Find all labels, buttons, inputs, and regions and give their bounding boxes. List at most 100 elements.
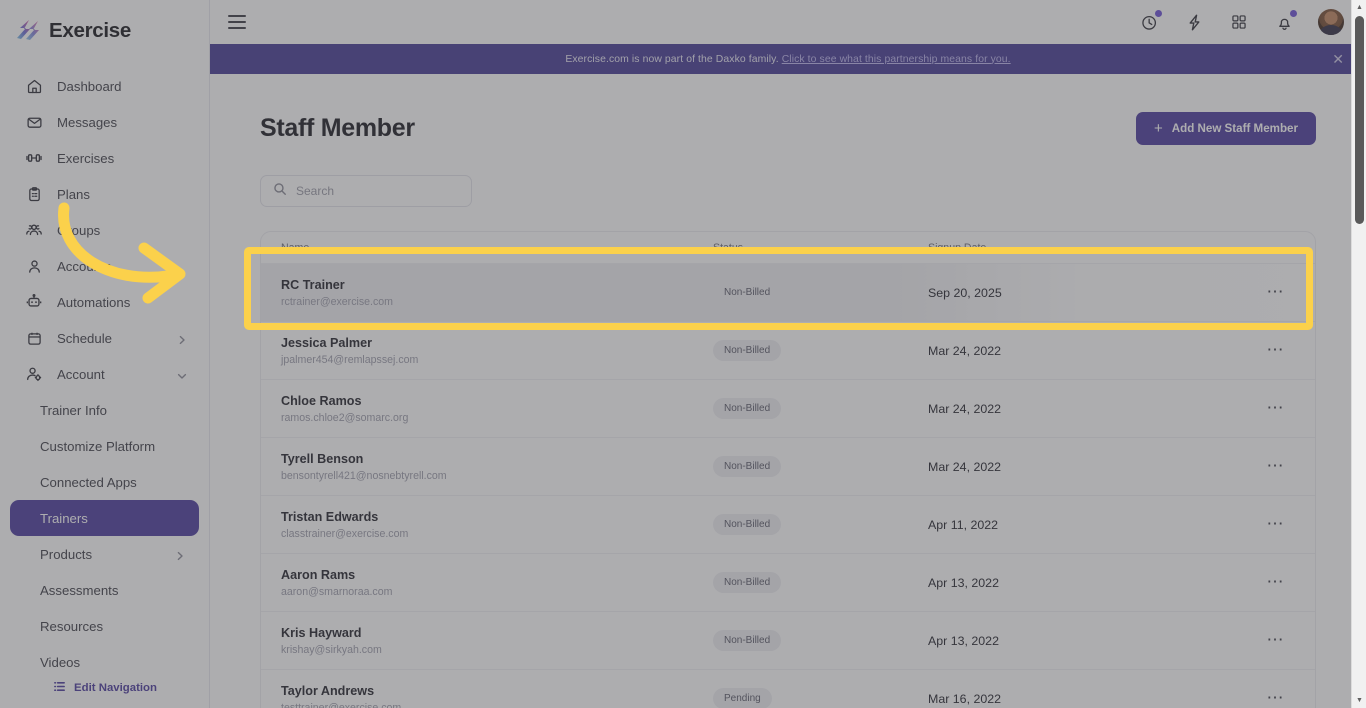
hamburger-menu-icon[interactable] (228, 15, 246, 29)
banner-text: Exercise.com is now part of the Daxko fa… (565, 54, 1010, 65)
sidebar-item-groups[interactable]: Groups (10, 212, 199, 248)
sidebar-subitem-label: Customize Platform (40, 438, 156, 454)
sidebar-subitem-trainers[interactable]: Trainers (10, 500, 199, 536)
clock-history-icon[interactable] (1138, 10, 1162, 33)
plus-icon: + (1153, 120, 1163, 137)
ellipsis-icon[interactable]: ⋯ (1266, 456, 1285, 475)
staff-name: Tristan Edwards (281, 509, 379, 524)
search-input[interactable] (296, 184, 459, 198)
ellipsis-icon[interactable]: ⋯ (1266, 688, 1285, 707)
search-icon (273, 182, 287, 201)
staff-name: Kris Hayward (281, 625, 362, 640)
sidebar-subitem-products[interactable]: Products (10, 536, 199, 572)
staff-email: krishay@sirkyah.com (281, 643, 382, 656)
sidebar-subitem-label: Connected Apps (40, 474, 137, 490)
sidebar-item-schedule[interactable]: Schedule (10, 320, 199, 356)
add-new-staff-member-button[interactable]: + Add New Staff Member (1135, 112, 1316, 145)
table-row[interactable]: Aaron Rams aaron@smarnoraa.com Non-Bille… (261, 554, 1315, 612)
staff-email: classtrainer@exercise.com (281, 527, 409, 540)
column-header-name: Name (281, 241, 310, 254)
sidebar-item-label: Automations (57, 294, 131, 310)
table-row[interactable]: Tyrell Benson bensontyrell421@nosnebtyre… (261, 438, 1315, 496)
staff-name: Tyrell Benson (281, 451, 364, 466)
calendar-icon (24, 328, 44, 348)
status-badge: Non-Billed (713, 514, 782, 535)
top-bar (210, 0, 1366, 44)
sidebar-item-messages[interactable]: Messages (10, 104, 199, 140)
edit-navigation-label: Edit Navigation (74, 682, 157, 694)
status-badge: Non-Billed (713, 630, 782, 651)
sidebar-subitem-trainer-info[interactable]: Trainer Info (10, 392, 199, 428)
vertical-scrollbar[interactable]: ▲ ▼ (1351, 0, 1366, 708)
sidebar-item-label: Accounts (57, 258, 112, 274)
signup-date: Apr 11, 2022 (928, 517, 999, 532)
brand[interactable]: Exercise (0, 0, 209, 62)
staff-table: Name Status Signup Date RC Trainer rctra… (260, 231, 1316, 708)
signup-date: Apr 13, 2022 (928, 633, 999, 648)
sidebar-subitem-videos[interactable]: Videos (10, 644, 199, 680)
table-row[interactable]: Taylor Andrews testtrainer@exercise.com … (261, 670, 1315, 708)
sidebar-item-exercises[interactable]: Exercises (10, 140, 199, 176)
sidebar-item-account[interactable]: Account (10, 356, 199, 392)
people-group-icon (24, 220, 44, 240)
sidebar-subitem-connected-apps[interactable]: Connected Apps (10, 464, 199, 500)
table-row[interactable]: Kris Hayward krishay@sirkyah.com Non-Bil… (261, 612, 1315, 670)
caret-down-icon[interactable]: ▼ (1356, 697, 1363, 704)
staff-name: Chloe Ramos (281, 393, 362, 408)
chevron-down-icon (177, 369, 187, 379)
status-badge: Non-Billed (713, 340, 782, 361)
sidebar-subitem-customize-platform[interactable]: Customize Platform (10, 428, 199, 464)
status-badge: Non-Billed (713, 572, 782, 593)
dumbbell-icon (24, 148, 44, 168)
staff-name: Taylor Andrews (281, 683, 375, 698)
sidebar-subitem-resources[interactable]: Resources (10, 608, 199, 644)
edit-navigation-button[interactable]: Edit Navigation (0, 668, 209, 708)
home-icon (24, 76, 44, 96)
banner-link[interactable]: Click to see what this partnership means… (781, 53, 1011, 65)
caret-up-icon[interactable]: ▲ (1356, 4, 1363, 11)
staff-email: aaron@smarnoraa.com (281, 585, 393, 598)
sidebar-item-automations[interactable]: Automations (10, 284, 199, 320)
status-badge: Pending (713, 688, 772, 708)
lightning-bolt-icon[interactable] (1183, 11, 1205, 33)
ellipsis-icon[interactable]: ⋯ (1266, 282, 1285, 301)
table-row[interactable]: Chloe Ramos ramos.chloe2@somarc.org Non-… (261, 380, 1315, 438)
sidebar-item-label: Account (57, 366, 105, 382)
sidebar-item-label: Messages (57, 114, 118, 130)
sidebar-item-plans[interactable]: Plans (10, 176, 199, 212)
scrollbar-thumb[interactable] (1355, 16, 1364, 224)
sidebar-item-dashboard[interactable]: Dashboard (10, 68, 199, 104)
ellipsis-icon[interactable]: ⋯ (1266, 340, 1285, 359)
person-icon (24, 256, 44, 276)
search-box[interactable] (260, 175, 472, 207)
table-row[interactable]: Tristan Edwards classtrainer@exercise.co… (261, 496, 1315, 554)
table-row[interactable]: Jessica Palmer jpalmer454@remlapssej.com… (261, 322, 1315, 380)
ellipsis-icon[interactable]: ⋯ (1266, 398, 1285, 417)
page-header: Staff Member + Add New Staff Member (260, 74, 1316, 145)
robot-icon (24, 292, 44, 312)
table-row[interactable]: RC Trainer rctrainer@exercise.com Non-Bi… (261, 264, 1315, 322)
sidebar-subitem-assessments[interactable]: Assessments (10, 572, 199, 608)
close-icon[interactable]: ✕ (1332, 51, 1344, 67)
ellipsis-icon[interactable]: ⋯ (1266, 514, 1285, 533)
user-avatar[interactable] (1318, 9, 1344, 35)
notification-badge (1155, 10, 1162, 17)
grid-apps-icon[interactable] (1228, 11, 1250, 33)
signup-date: Mar 24, 2022 (928, 401, 1002, 416)
notification-badge (1290, 10, 1297, 17)
sidebar-subitem-label: Assessments (40, 582, 119, 598)
sidebar-subitem-label: Trainer Info (40, 402, 107, 418)
ellipsis-icon[interactable]: ⋯ (1266, 572, 1285, 591)
main-area: Exercise.com is now part of the Daxko fa… (210, 0, 1366, 708)
staff-name: RC Trainer (281, 277, 345, 292)
chevron-right-icon (175, 549, 185, 561)
staff-name: Jessica Palmer (281, 335, 373, 350)
ellipsis-icon[interactable]: ⋯ (1266, 630, 1285, 649)
sidebar-item-accounts[interactable]: Accounts (10, 248, 199, 284)
staff-email: jpalmer454@remlapssej.com (281, 353, 419, 366)
add-button-label: Add New Staff Member (1171, 122, 1298, 135)
list-icon (53, 680, 66, 696)
envelope-icon (24, 112, 44, 132)
bell-notification-icon[interactable] (1273, 10, 1297, 33)
